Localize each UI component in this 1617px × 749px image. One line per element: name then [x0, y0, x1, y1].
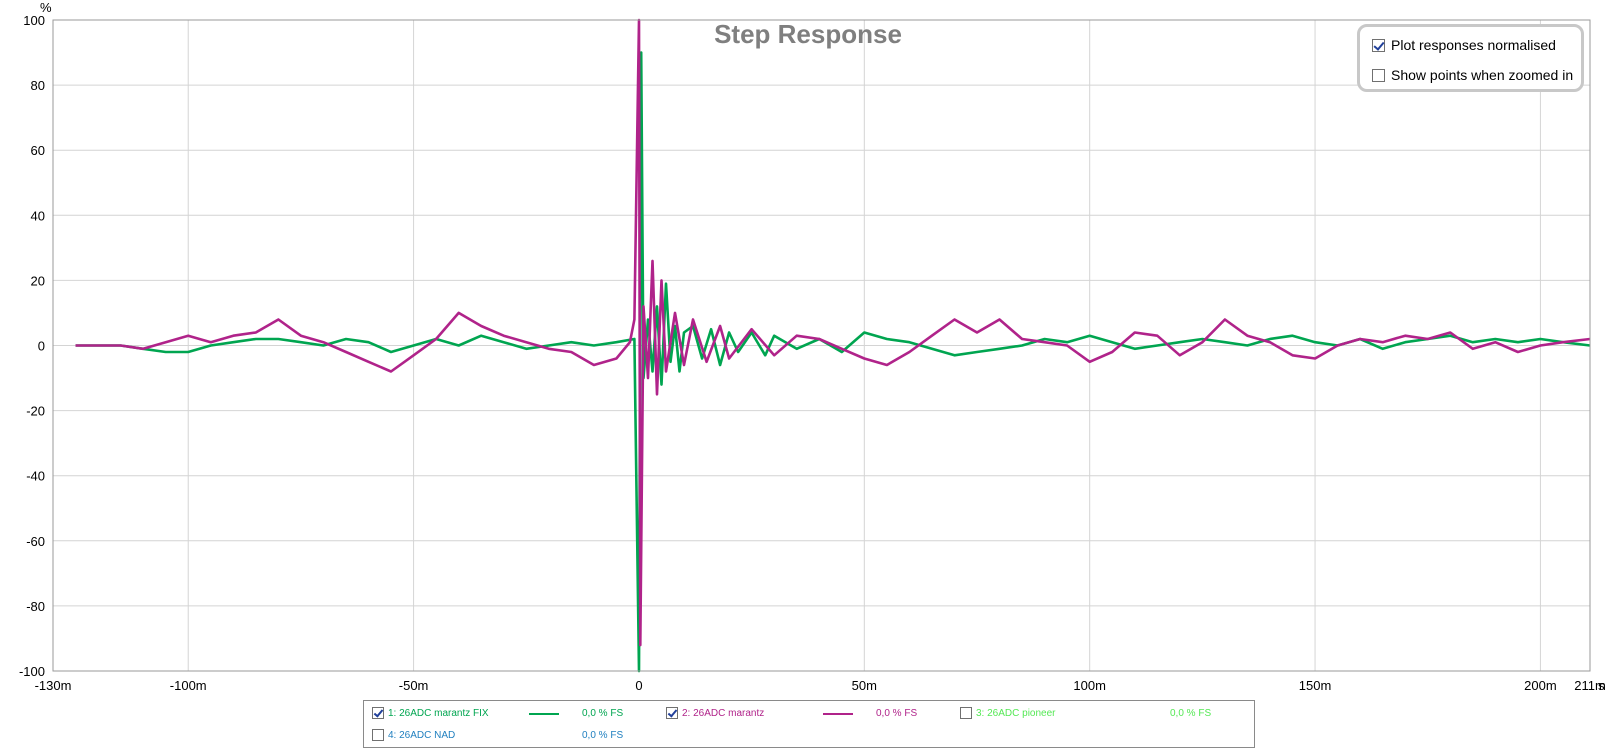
- series-lines: [75, 18, 1591, 673]
- x-tick-label: 100m: [1073, 678, 1106, 693]
- legend-value-2: 0,0 % FS: [876, 708, 918, 719]
- y-axis-unit: %: [40, 0, 52, 15]
- chart-title: Step Response: [714, 19, 902, 49]
- y-tick-label: 20: [31, 273, 45, 288]
- y-tick-label: -60: [26, 534, 45, 549]
- legend-label-2: 2: 26ADC marantz: [682, 707, 765, 719]
- legend-label-4: 4: 26ADC NAD: [388, 729, 456, 741]
- x-tick-labels: -130m -100m -50m 0 50m 100m 150m 200m 211m: [35, 678, 1606, 693]
- x-tick-label: 150m: [1299, 678, 1332, 693]
- legend-item-2[interactable]: 2: 26ADC marantz: [666, 707, 764, 719]
- series-line-2: [75, 18, 1591, 647]
- legend-label-1: 1: 26ADC marantz FIX: [388, 707, 489, 719]
- legend-value-1: 0,0 % FS: [582, 708, 624, 719]
- show-points-label: Show points when zoomed in: [1391, 67, 1574, 83]
- x-tick-label: -50m: [399, 678, 429, 693]
- show-points-checkbox[interactable]: [1372, 68, 1385, 82]
- x-tick-label: -100m: [170, 678, 207, 693]
- y-tick-label: -80: [26, 599, 45, 614]
- y-tick-labels: 100 80 60 40 20 0 -20 -40 -60 -80 -100: [19, 13, 45, 679]
- y-tick-label: 0: [38, 339, 45, 354]
- y-tick-label: -40: [26, 469, 45, 484]
- y-tick-label: 60: [31, 143, 45, 158]
- series-line-1: [75, 51, 1591, 673]
- grid: [53, 19, 1590, 672]
- normalise-label: Plot responses normalised: [1391, 37, 1556, 53]
- legend-value-4: 0,0 % FS: [582, 730, 624, 741]
- x-tick-label: -130m: [35, 678, 72, 693]
- legend-checkbox-2[interactable]: [666, 707, 678, 719]
- y-tick-label: -100: [19, 664, 45, 679]
- normalise-option[interactable]: Plot responses normalised: [1372, 37, 1556, 53]
- y-tick-label: 40: [31, 208, 45, 223]
- y-tick-label: -20: [26, 404, 45, 419]
- y-tick-label: 100: [23, 13, 45, 28]
- x-tick-label: 211m: [1574, 678, 1606, 693]
- x-axis-unit: s: [1598, 678, 1605, 693]
- y-tick-label: 80: [31, 78, 45, 93]
- plot-frame: [52, 19, 1591, 672]
- legend-value-3: 0,0 % FS: [1170, 708, 1212, 719]
- x-tick-label: 0: [635, 678, 642, 693]
- legend-item-4[interactable]: 4: 26ADC NAD: [372, 729, 455, 741]
- legend-checkbox-3[interactable]: [960, 707, 972, 719]
- legend-item-3[interactable]: 3: 26ADC pioneer: [960, 707, 1056, 719]
- legend-checkbox-4[interactable]: [372, 729, 384, 741]
- legend-item-1[interactable]: 1: 26ADC marantz FIX: [372, 707, 489, 719]
- legend-label-3: 3: 26ADC pioneer: [976, 707, 1056, 719]
- legend-swatch-1: [529, 713, 559, 715]
- show-points-option[interactable]: Show points when zoomed in: [1372, 67, 1573, 83]
- plot-options-panel: Plot responses normalised Show points wh…: [1357, 24, 1584, 92]
- x-tick-label: 200m: [1524, 678, 1557, 693]
- legend: 1: 26ADC marantz FIX 0,0 % FS 2: 26ADC m…: [363, 700, 1255, 748]
- legend-swatch-2: [823, 713, 853, 715]
- normalise-checkbox[interactable]: [1372, 38, 1385, 52]
- legend-checkbox-1[interactable]: [372, 707, 384, 719]
- x-tick-label: 50m: [852, 678, 877, 693]
